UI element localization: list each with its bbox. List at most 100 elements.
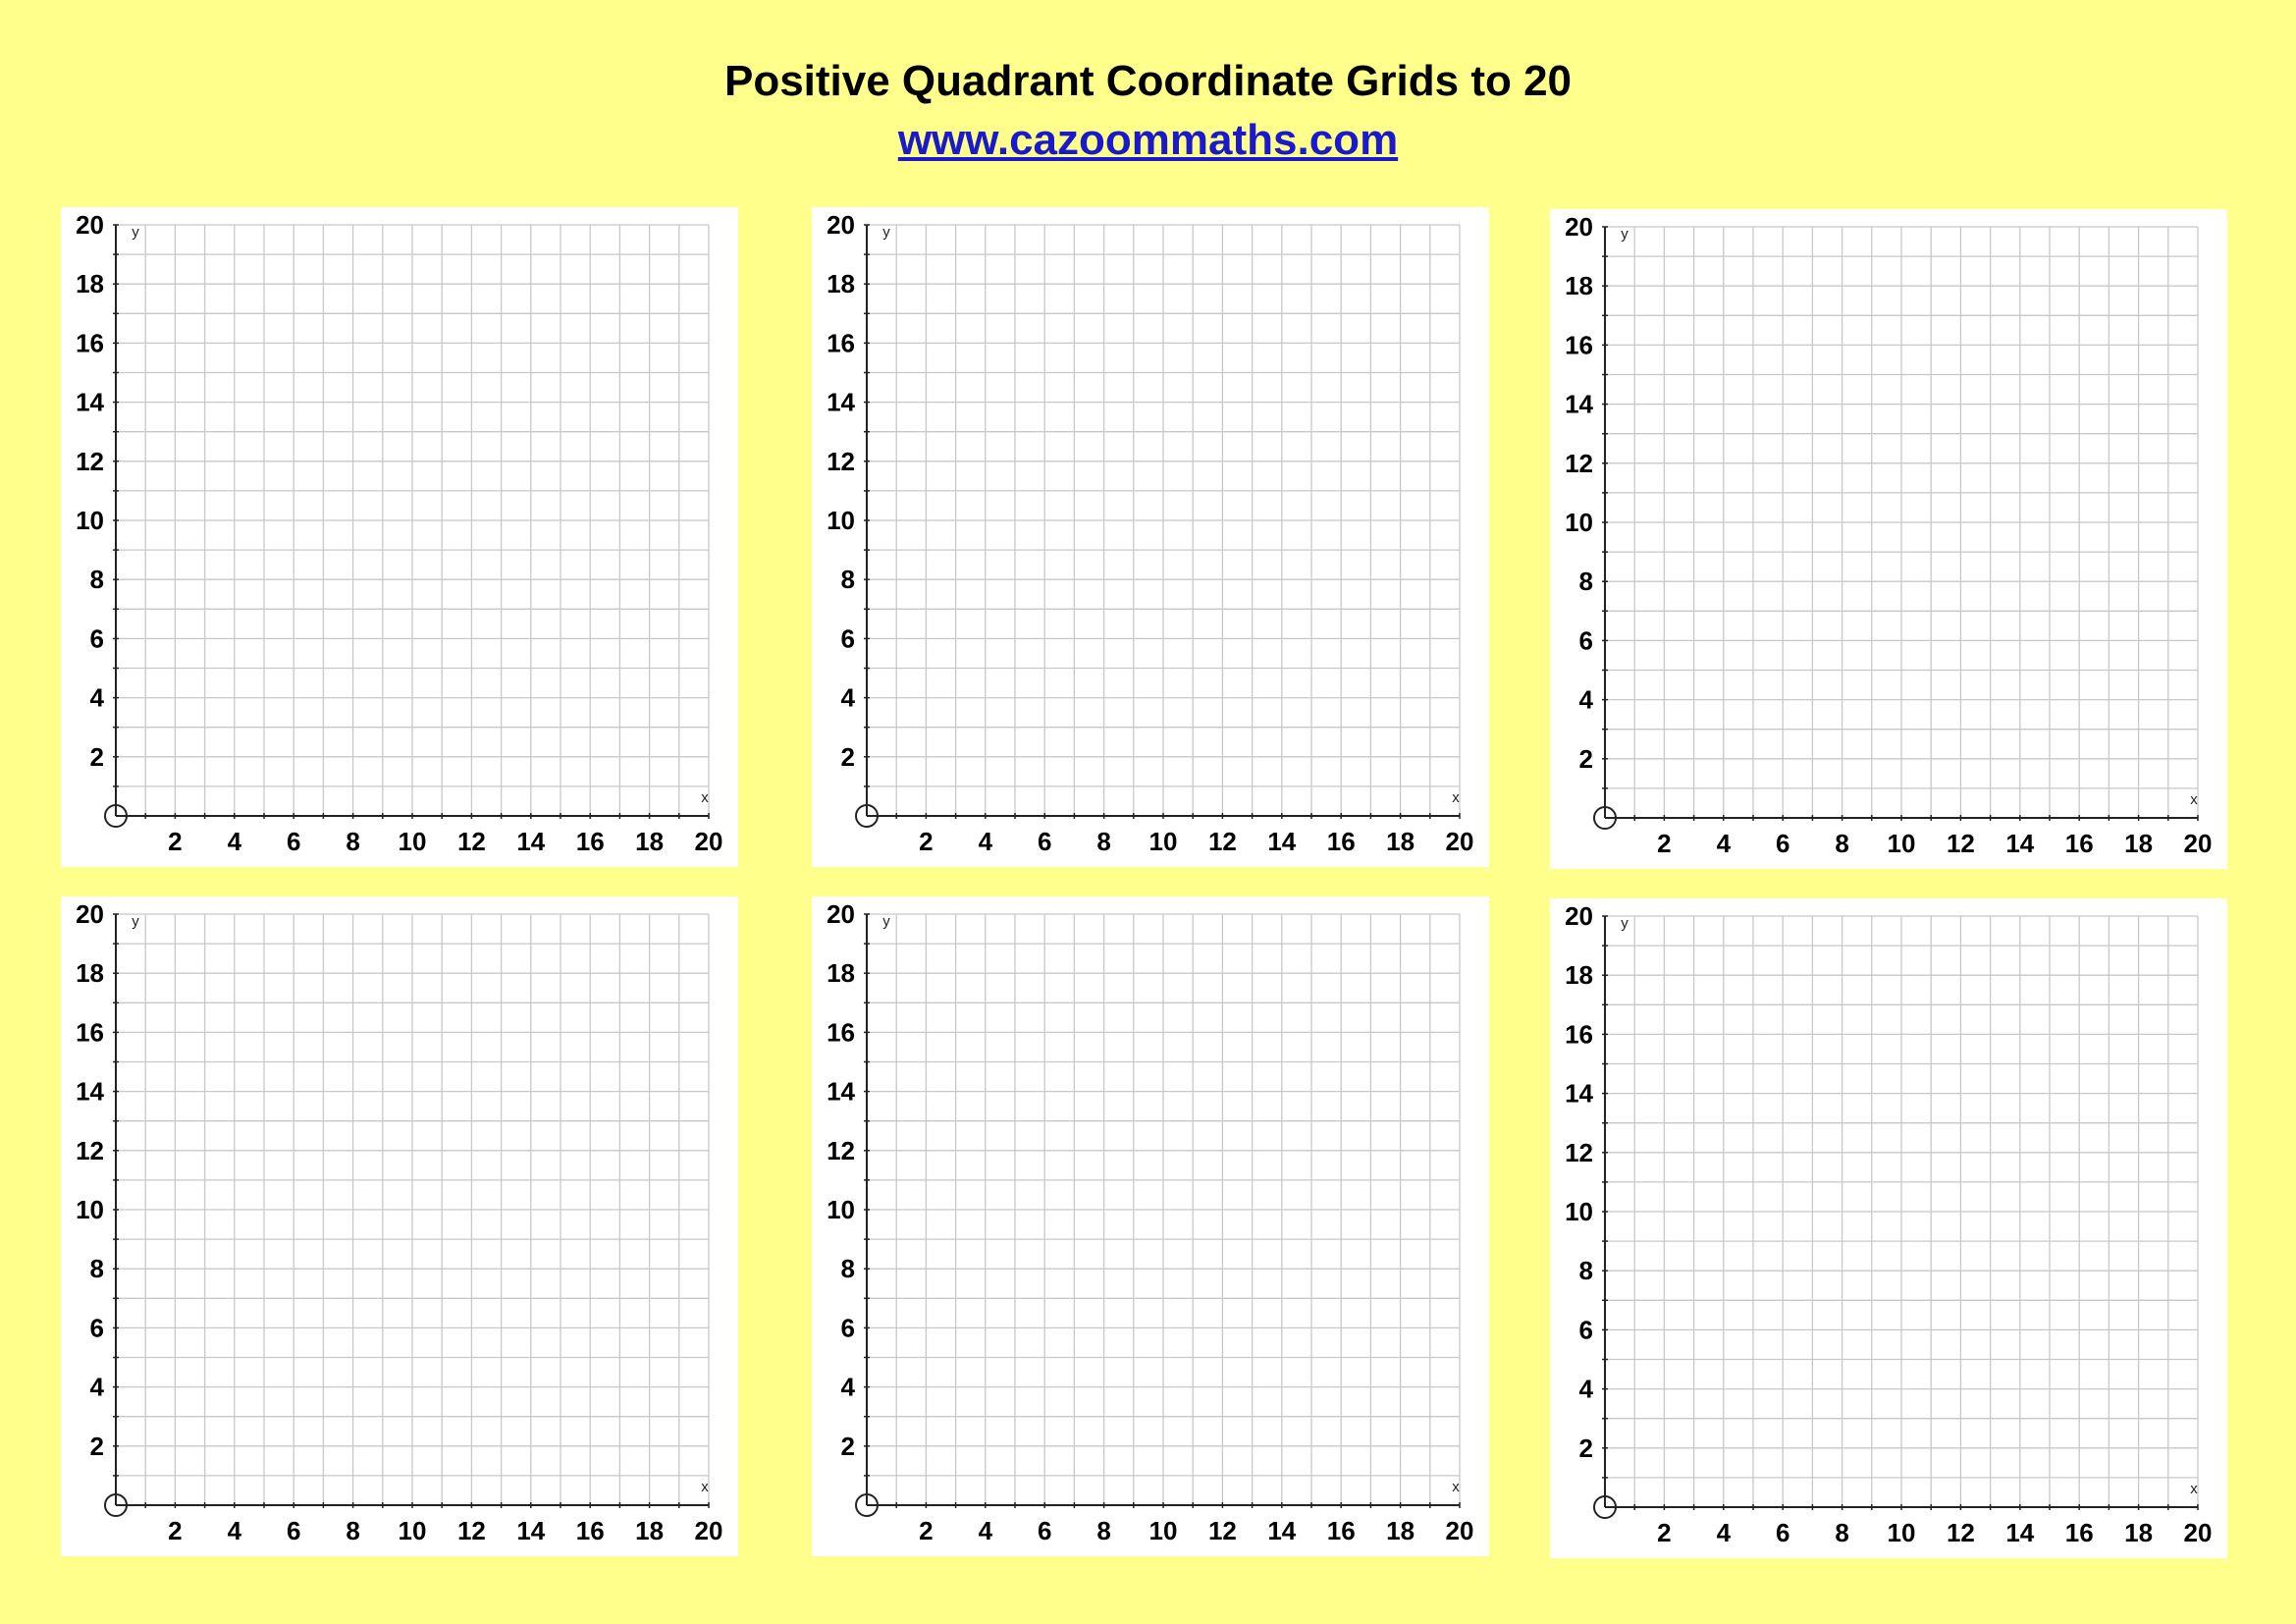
y-tick-label: 16: [1565, 330, 1593, 359]
grid-svg: 2 4 6 8 10 12 14 16 18 20 2 4 6 8 10 12 14 16 18 20 x y: [1565, 212, 2213, 858]
y-tick-label: 2: [90, 742, 104, 772]
y-tick-label: 14: [1565, 1079, 1593, 1109]
origin-marker: [1593, 1495, 1617, 1519]
x-tick-label: 10: [1888, 829, 1916, 858]
x-tick-label: 14: [516, 827, 545, 856]
x-tick-label: 20: [2184, 829, 2213, 858]
x-tick-label: 8: [1835, 829, 1848, 858]
x-tick-label: 10: [1888, 1518, 1916, 1547]
x-tick-label: 4: [228, 827, 242, 856]
x-tick-label: 16: [2065, 829, 2094, 858]
y-axis-label: y: [1621, 915, 1629, 932]
y-axis-label: y: [882, 913, 890, 930]
x-tick-label: 14: [1267, 1516, 1296, 1545]
x-tick-label: 12: [1208, 827, 1237, 856]
x-tick-label: 18: [2124, 1518, 2153, 1547]
x-axis-label: x: [1452, 1479, 1460, 1495]
x-tick-label: 6: [1776, 829, 1789, 858]
page-title: Positive Quadrant Coordinate Grids to 20: [723, 57, 1573, 105]
origin-marker: [855, 1493, 879, 1517]
x-tick-label: 16: [1327, 1516, 1356, 1545]
x-tick-label: 16: [576, 827, 605, 856]
y-tick-label: 20: [76, 899, 104, 929]
x-tick-label: 2: [168, 827, 182, 856]
y-tick-label: 10: [1565, 1197, 1593, 1226]
grid-svg: 2 4 6 8 10 12 14 16 18 20 2 4 6 8 10 12 14 16 18 20 x y: [827, 210, 1473, 856]
y-tick-label: 14: [827, 388, 855, 417]
grid-svg: 2 4 6 8 10 12 14 16 18 20 2 4 6 8 10 12 14 16 18 20 x y: [76, 210, 723, 856]
y-tick-label: 12: [827, 447, 855, 476]
x-tick-label: 2: [168, 1516, 182, 1545]
grid-svg: 2 4 6 8 10 12 14 16 18 20 2 4 6 8 10 12 14 16 18 20 x y: [827, 899, 1474, 1545]
x-tick-label: 16: [1327, 827, 1356, 856]
x-tick-label: 12: [1208, 1516, 1237, 1545]
grid-svg: 2 4 6 8 10 12 14 16 18 20 2 4 6 8 10 12 14 16 18 20 x y: [76, 899, 722, 1545]
y-tick-label: 2: [841, 1432, 855, 1461]
x-tick-label: 8: [346, 1516, 359, 1545]
y-tick-label: 20: [1565, 901, 1593, 931]
x-tick-label: 20: [2184, 1518, 2213, 1547]
x-tick-label: 8: [1835, 1518, 1848, 1547]
coordinate-grid-4: 2 4 6 8 10 12 14 16 18 20 2 4 6 8 10 12 14 16 18 20 x y: [61, 896, 738, 1556]
x-tick-label: 2: [919, 827, 933, 856]
x-tick-label: 14: [1267, 827, 1296, 856]
origin-marker: [104, 804, 128, 828]
x-tick-label: 14: [2005, 829, 2034, 858]
website-link[interactable]: www.cazoommaths.com: [897, 116, 1399, 164]
x-tick-label: 6: [1776, 1518, 1789, 1547]
x-tick-label: 2: [1657, 829, 1671, 858]
y-tick-label: 14: [1565, 390, 1593, 419]
y-tick-label: 6: [1579, 1315, 1593, 1344]
y-tick-label: 14: [827, 1077, 855, 1107]
y-tick-label: 20: [76, 210, 104, 240]
x-tick-label: 4: [1717, 1518, 1732, 1547]
y-tick-label: 8: [1579, 567, 1593, 596]
x-axis-label: x: [2190, 1481, 2198, 1497]
y-tick-label: 4: [1579, 1375, 1594, 1404]
x-tick-label: 20: [695, 827, 723, 856]
y-axis-label: y: [132, 224, 139, 241]
x-tick-label: 4: [228, 1516, 242, 1545]
x-tick-label: 12: [457, 827, 486, 856]
coordinate-grid-1: 2 4 6 8 10 12 14 16 18 20 2 4 6 8 10 12 14 16 18 20 x y: [61, 207, 738, 867]
x-tick-label: 6: [287, 827, 300, 856]
coordinate-grid-6: 2 4 6 8 10 12 14 16 18 20 2 4 6 8 10 12 14 16 18 20 x y: [1550, 898, 2227, 1558]
y-tick-label: 6: [90, 1313, 104, 1342]
y-tick-label: 20: [827, 210, 855, 240]
x-axis-label: x: [701, 789, 709, 806]
x-tick-label: 18: [635, 1516, 664, 1545]
website-link-wrapper: www.cazoommaths.com: [0, 116, 2296, 165]
x-tick-label: 18: [1386, 827, 1415, 856]
x-tick-label: 6: [287, 1516, 300, 1545]
y-tick-label: 18: [1565, 960, 1593, 990]
y-tick-label: 4: [841, 683, 856, 713]
x-tick-label: 8: [1096, 1516, 1110, 1545]
x-tick-label: 10: [399, 827, 427, 856]
x-tick-label: 2: [919, 1516, 933, 1545]
y-tick-label: 12: [1565, 449, 1593, 478]
y-tick-label: 14: [76, 1077, 104, 1107]
x-tick-label: 14: [516, 1516, 545, 1545]
y-tick-label: 6: [90, 623, 104, 653]
x-axis-label: x: [2190, 791, 2198, 808]
y-tick-label: 4: [841, 1373, 856, 1402]
y-tick-label: 2: [841, 742, 855, 772]
y-tick-label: 16: [827, 1017, 855, 1047]
y-tick-label: 10: [76, 506, 104, 535]
x-tick-label: 20: [1446, 1516, 1474, 1545]
y-tick-label: 12: [1565, 1138, 1593, 1167]
x-tick-label: 18: [635, 827, 664, 856]
y-tick-label: 2: [1579, 1434, 1593, 1463]
x-tick-label: 12: [1947, 829, 1975, 858]
y-tick-label: 18: [1565, 271, 1593, 300]
y-tick-label: 6: [841, 623, 855, 653]
x-tick-label: 10: [1149, 827, 1178, 856]
y-tick-label: 16: [76, 1017, 104, 1047]
y-tick-label: 8: [90, 565, 104, 594]
y-tick-label: 4: [90, 1373, 105, 1402]
x-axis-label: x: [701, 1479, 709, 1495]
y-tick-label: 6: [1579, 625, 1593, 655]
y-tick-label: 8: [1579, 1256, 1593, 1285]
y-tick-label: 16: [76, 328, 104, 357]
x-tick-label: 8: [346, 827, 359, 856]
